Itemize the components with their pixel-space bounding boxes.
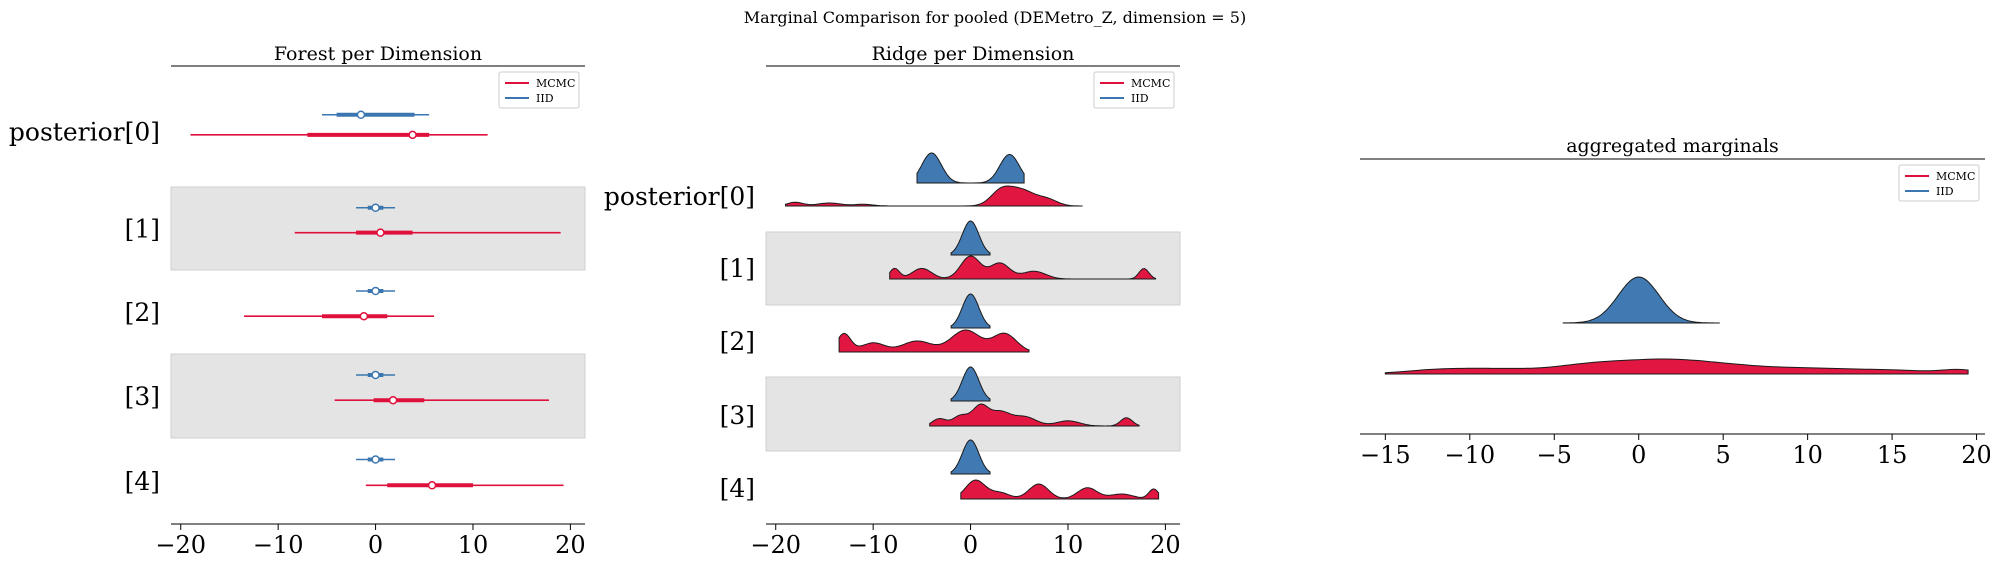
forest-x-tick-label: 20	[555, 531, 586, 559]
ridge-x-tick-label: −10	[848, 531, 899, 559]
ridge-panel: Ridge per Dimension −20 −10 0 10 20 posterior[…	[604, 43, 1181, 559]
forest-legend-iid-label: IID	[536, 92, 554, 105]
forest-row-label: posterior[0]	[9, 118, 160, 147]
ridge-iid-density	[950, 220, 991, 256]
forest-iid-median-point	[371, 286, 380, 296]
ridge-row-label: [4]	[720, 474, 755, 503]
ridge-x-tick-label: 0	[963, 531, 978, 559]
forest-iid-median-point	[371, 203, 380, 212]
ridge-iid-density	[950, 293, 991, 329]
forest-mcmc-median-point	[388, 395, 398, 405]
forest-mcmc-median-point	[427, 481, 437, 490]
ridge-x-tick-label: −20	[750, 531, 801, 559]
ridge-x-tick-label: 10	[1053, 531, 1084, 559]
forest-row-band	[170, 353, 586, 439]
forest-mcmc-median-point	[408, 130, 417, 140]
aggregated-x-tick-label: 15	[1877, 441, 1908, 469]
ridge-x-tick-label: 20	[1150, 531, 1181, 559]
ridge-iid-density	[950, 366, 991, 402]
ridge-title: Ridge per Dimension	[872, 43, 1075, 65]
aggregated-x-tick-label: −15	[1360, 441, 1411, 469]
ridge-mcmc-density	[960, 479, 1160, 500]
ridge-mcmc-density	[785, 185, 1083, 207]
forest-x-tick-label: 10	[458, 531, 489, 559]
forest-iid-median-point	[356, 110, 366, 119]
forest-row-label: [3]	[125, 382, 160, 411]
aggregated-iid-density	[1562, 276, 1720, 324]
ridge-mcmc-density	[929, 403, 1140, 427]
forest-mcmc-median-point	[376, 228, 385, 237]
forest-title: Forest per Dimension	[274, 43, 482, 65]
ridge-row-label: [3]	[720, 401, 755, 430]
aggregated-x-tick-label: −5	[1537, 441, 1572, 469]
forest-row-label: [1]	[125, 215, 160, 244]
forest-x-tick-label: 0	[368, 531, 383, 559]
aggregated-x-tick-label: −10	[1444, 441, 1495, 469]
aggregated-x-tick-label: 0	[1631, 441, 1646, 469]
forest-x-tick-label: −10	[253, 531, 304, 559]
aggregated-x-tick-label: 5	[1716, 441, 1731, 469]
aggregated-panel: aggregated marginals −15 −10 −5 0 5 10 15 20 MCMC…	[1360, 135, 1990, 469]
aggregated-mcmc-density	[1384, 358, 1969, 375]
ridge-legend-mcmc-label: MCMC	[1131, 77, 1170, 90]
ridge-row-label: posterior[0]	[604, 182, 755, 211]
forest-legend-mcmc-label: MCMC	[536, 77, 575, 90]
ridge-iid-density	[916, 152, 1025, 184]
aggregated-x-tick-label: 10	[1792, 441, 1823, 469]
ridge-row-label: [2]	[720, 327, 755, 356]
ridge-legend-iid-label: IID	[1131, 92, 1149, 105]
forest-iid-median-point	[371, 455, 380, 464]
forest-row-band	[170, 186, 586, 271]
aggregated-title: aggregated marginals	[1566, 135, 1779, 157]
figure-suptitle: Marginal Comparison for pooled (DEMetro_…	[744, 8, 1246, 27]
ridge-mcmc-density	[889, 255, 1157, 280]
forest-mcmc-median-point	[359, 311, 369, 321]
forest-x-tick-label: −20	[155, 531, 206, 559]
forest-panel: Forest per Dimension −20 −10 0 10 20 posterior…	[9, 43, 586, 559]
ridge-row-label: [1]	[720, 254, 755, 283]
aggregated-legend-iid-label: IID	[1936, 185, 1954, 198]
aggregated-x-tick-label: 20	[1961, 441, 1990, 469]
forest-iid-median-point	[371, 370, 380, 380]
aggregated-legend-mcmc-label: MCMC	[1936, 170, 1975, 183]
forest-row-label: [2]	[125, 298, 160, 327]
forest-row-label: [4]	[125, 467, 160, 496]
ridge-mcmc-density	[838, 329, 1030, 353]
ridge-iid-density	[950, 439, 991, 475]
